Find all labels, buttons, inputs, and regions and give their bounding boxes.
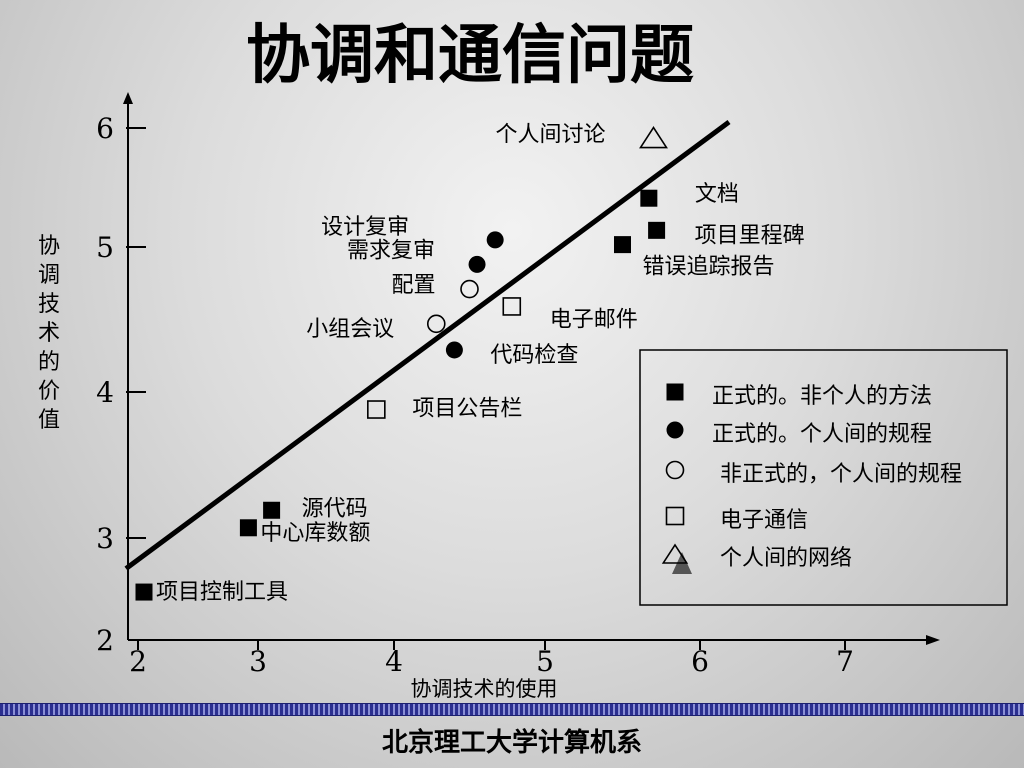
- point-label: 小组会议: [306, 317, 394, 342]
- legend-label: 正式的。非个人的方法: [712, 384, 932, 409]
- point-label: 错误追踪报告: [643, 255, 775, 280]
- legend-label: 非正式的，个人间的规程: [720, 462, 962, 487]
- marker-open-circle: [426, 314, 446, 334]
- y-tick-label: 6: [96, 112, 114, 145]
- marker-filled-circle: [468, 255, 486, 273]
- point-label: 项目里程碑: [695, 223, 805, 248]
- point-label: 项目公告栏: [412, 397, 522, 422]
- y-tick-label: 2: [96, 624, 114, 657]
- y-axis-arrow: [123, 92, 133, 104]
- y-axis-label: 协调技术的价值: [37, 234, 60, 433]
- legend-entry: 电子通信: [665, 506, 808, 533]
- marker-triangle: [661, 543, 689, 564]
- point-label: 项目控制工具: [156, 580, 288, 605]
- marker-filled-square: [648, 221, 666, 239]
- marker-open-circle: [665, 460, 685, 480]
- data-point: 项目公告栏: [367, 397, 522, 422]
- point-label: 个人间讨论: [495, 123, 605, 148]
- marker-filled-circle: [666, 421, 684, 439]
- x-tick-label: 2: [129, 645, 147, 678]
- legend-label: 个人间的网络: [720, 546, 852, 571]
- data-point: 小组会议: [306, 314, 446, 342]
- x-tick-label: 3: [249, 645, 267, 678]
- data-point: 中心库数额: [239, 519, 370, 546]
- data-point: 配置: [391, 273, 479, 299]
- data-point: 个人间讨论: [495, 123, 668, 149]
- marker-filled-square: [263, 501, 281, 519]
- point-label: 代码检查: [490, 343, 578, 368]
- legend-box: [639, 349, 1008, 606]
- x-axis-arrow: [926, 635, 940, 645]
- data-point: 错误追踪报告: [614, 236, 775, 280]
- axis-ticks: 2 3 4 5 6 7 2 3 4 5 6: [96, 112, 854, 678]
- marker-filled-square: [666, 383, 684, 401]
- data-point: 代码检查: [445, 341, 578, 368]
- marker-filled-square: [239, 519, 257, 537]
- x-tick-label: 7: [836, 645, 854, 678]
- x-axis-label: 协调技术的使用: [411, 677, 558, 700]
- marker-filled-square: [614, 236, 631, 254]
- y-tick-label: 5: [96, 231, 114, 264]
- x-tick-label: 4: [385, 645, 403, 678]
- x-tick-label: 6: [691, 645, 709, 678]
- data-point: 设计复审: [321, 215, 504, 249]
- marker-open-square: [367, 400, 386, 419]
- point-label: 源代码: [302, 496, 368, 521]
- point-label: 文档: [695, 182, 739, 207]
- marker-open-circle: [460, 279, 479, 299]
- axes: [123, 92, 940, 645]
- data-point: 需求复审: [347, 238, 486, 273]
- marker-filled-circle: [445, 341, 463, 359]
- data-point: 项目控制工具: [135, 580, 288, 605]
- marker-open-square: [502, 297, 522, 316]
- marker-filled-square: [135, 583, 153, 601]
- slide-title: 协调和通信问题: [246, 18, 694, 93]
- marker-filled-circle: [486, 231, 504, 249]
- point-label: 设计复审: [321, 215, 409, 240]
- data-point: 文档: [640, 182, 739, 207]
- legend-entry: 正式的。非个人的方法: [666, 383, 932, 409]
- marker-open-square: [665, 506, 685, 526]
- point-label: 配置: [391, 273, 435, 298]
- data-point: 电子邮件: [502, 297, 638, 332]
- footer-divider: [0, 703, 1024, 716]
- point-label: 中心库数额: [260, 521, 370, 546]
- data-point: 源代码: [263, 496, 368, 521]
- data-point: 项目里程碑: [648, 221, 805, 248]
- point-label: 需求复审: [347, 238, 435, 263]
- point-label: 电子邮件: [550, 307, 638, 332]
- marker-triangle: [639, 126, 668, 149]
- marker-filled-square: [640, 189, 658, 207]
- y-tick-label: 3: [96, 522, 114, 555]
- chart-legend: 正式的。非个人的方法正式的。个人间的规程非正式的，个人间的规程电子通信个人间的网…: [639, 349, 1008, 606]
- legend-entry: 正式的。个人间的规程: [666, 421, 932, 447]
- y-tick-label: 4: [96, 376, 114, 409]
- legend-label: 电子通信: [720, 508, 808, 533]
- legend-label: 正式的。个人间的规程: [712, 422, 932, 447]
- legend-entry: 个人间的网络: [661, 543, 852, 574]
- legend-entry: 非正式的，个人间的规程: [665, 460, 962, 487]
- x-tick-label: 5: [536, 645, 554, 678]
- trend-line: [124, 120, 731, 571]
- slide-footer: 北京理工大学计算机系: [381, 728, 642, 758]
